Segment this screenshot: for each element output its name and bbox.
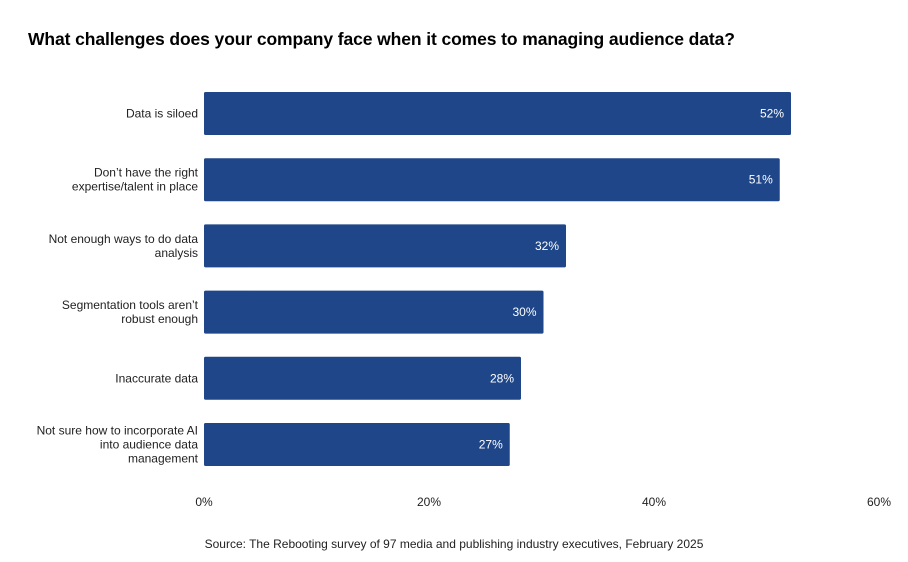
chart-title: What challenges does your company face w… <box>28 29 735 49</box>
bar-1 <box>204 158 780 202</box>
bar-5 <box>204 423 510 466</box>
category-label-2: Not enough ways to do data analysis <box>49 232 199 260</box>
bar-2 <box>204 224 566 268</box>
value-label-0: 52% <box>760 107 784 121</box>
x-axis-ticks: 0% 20% 40% 60% <box>195 495 891 509</box>
category-labels: Data is siloed Don’t have the right expert… <box>37 107 199 466</box>
value-label-1: 51% <box>749 173 773 187</box>
x-tick-label-3: 60% <box>867 495 891 509</box>
value-label-3: 30% <box>512 305 536 319</box>
bar-0 <box>204 92 791 135</box>
value-label-2: 32% <box>535 239 559 253</box>
category-label-5: Not sure how to incorporate AI into audie… <box>37 424 199 466</box>
category-label-3: Segmentation tools aren’t robust enough <box>62 298 199 326</box>
category-label-4: Inaccurate data <box>115 371 198 385</box>
bars-layer: 52% 51% 32% 30% 28% 27% <box>204 92 791 466</box>
x-tick-label-2: 40% <box>642 495 666 509</box>
category-label-0: Data is siloed <box>126 107 198 121</box>
bar-3 <box>204 290 544 334</box>
source-note: Source: The Rebooting survey of 97 media… <box>204 537 704 551</box>
value-label-5: 27% <box>479 438 503 452</box>
x-tick-label-0: 0% <box>195 495 213 509</box>
value-label-4: 28% <box>490 371 514 385</box>
category-label-1: Don’t have the right expertise/talent in … <box>72 166 199 194</box>
x-tick-label-1: 20% <box>417 495 441 509</box>
bar-4 <box>204 356 521 400</box>
